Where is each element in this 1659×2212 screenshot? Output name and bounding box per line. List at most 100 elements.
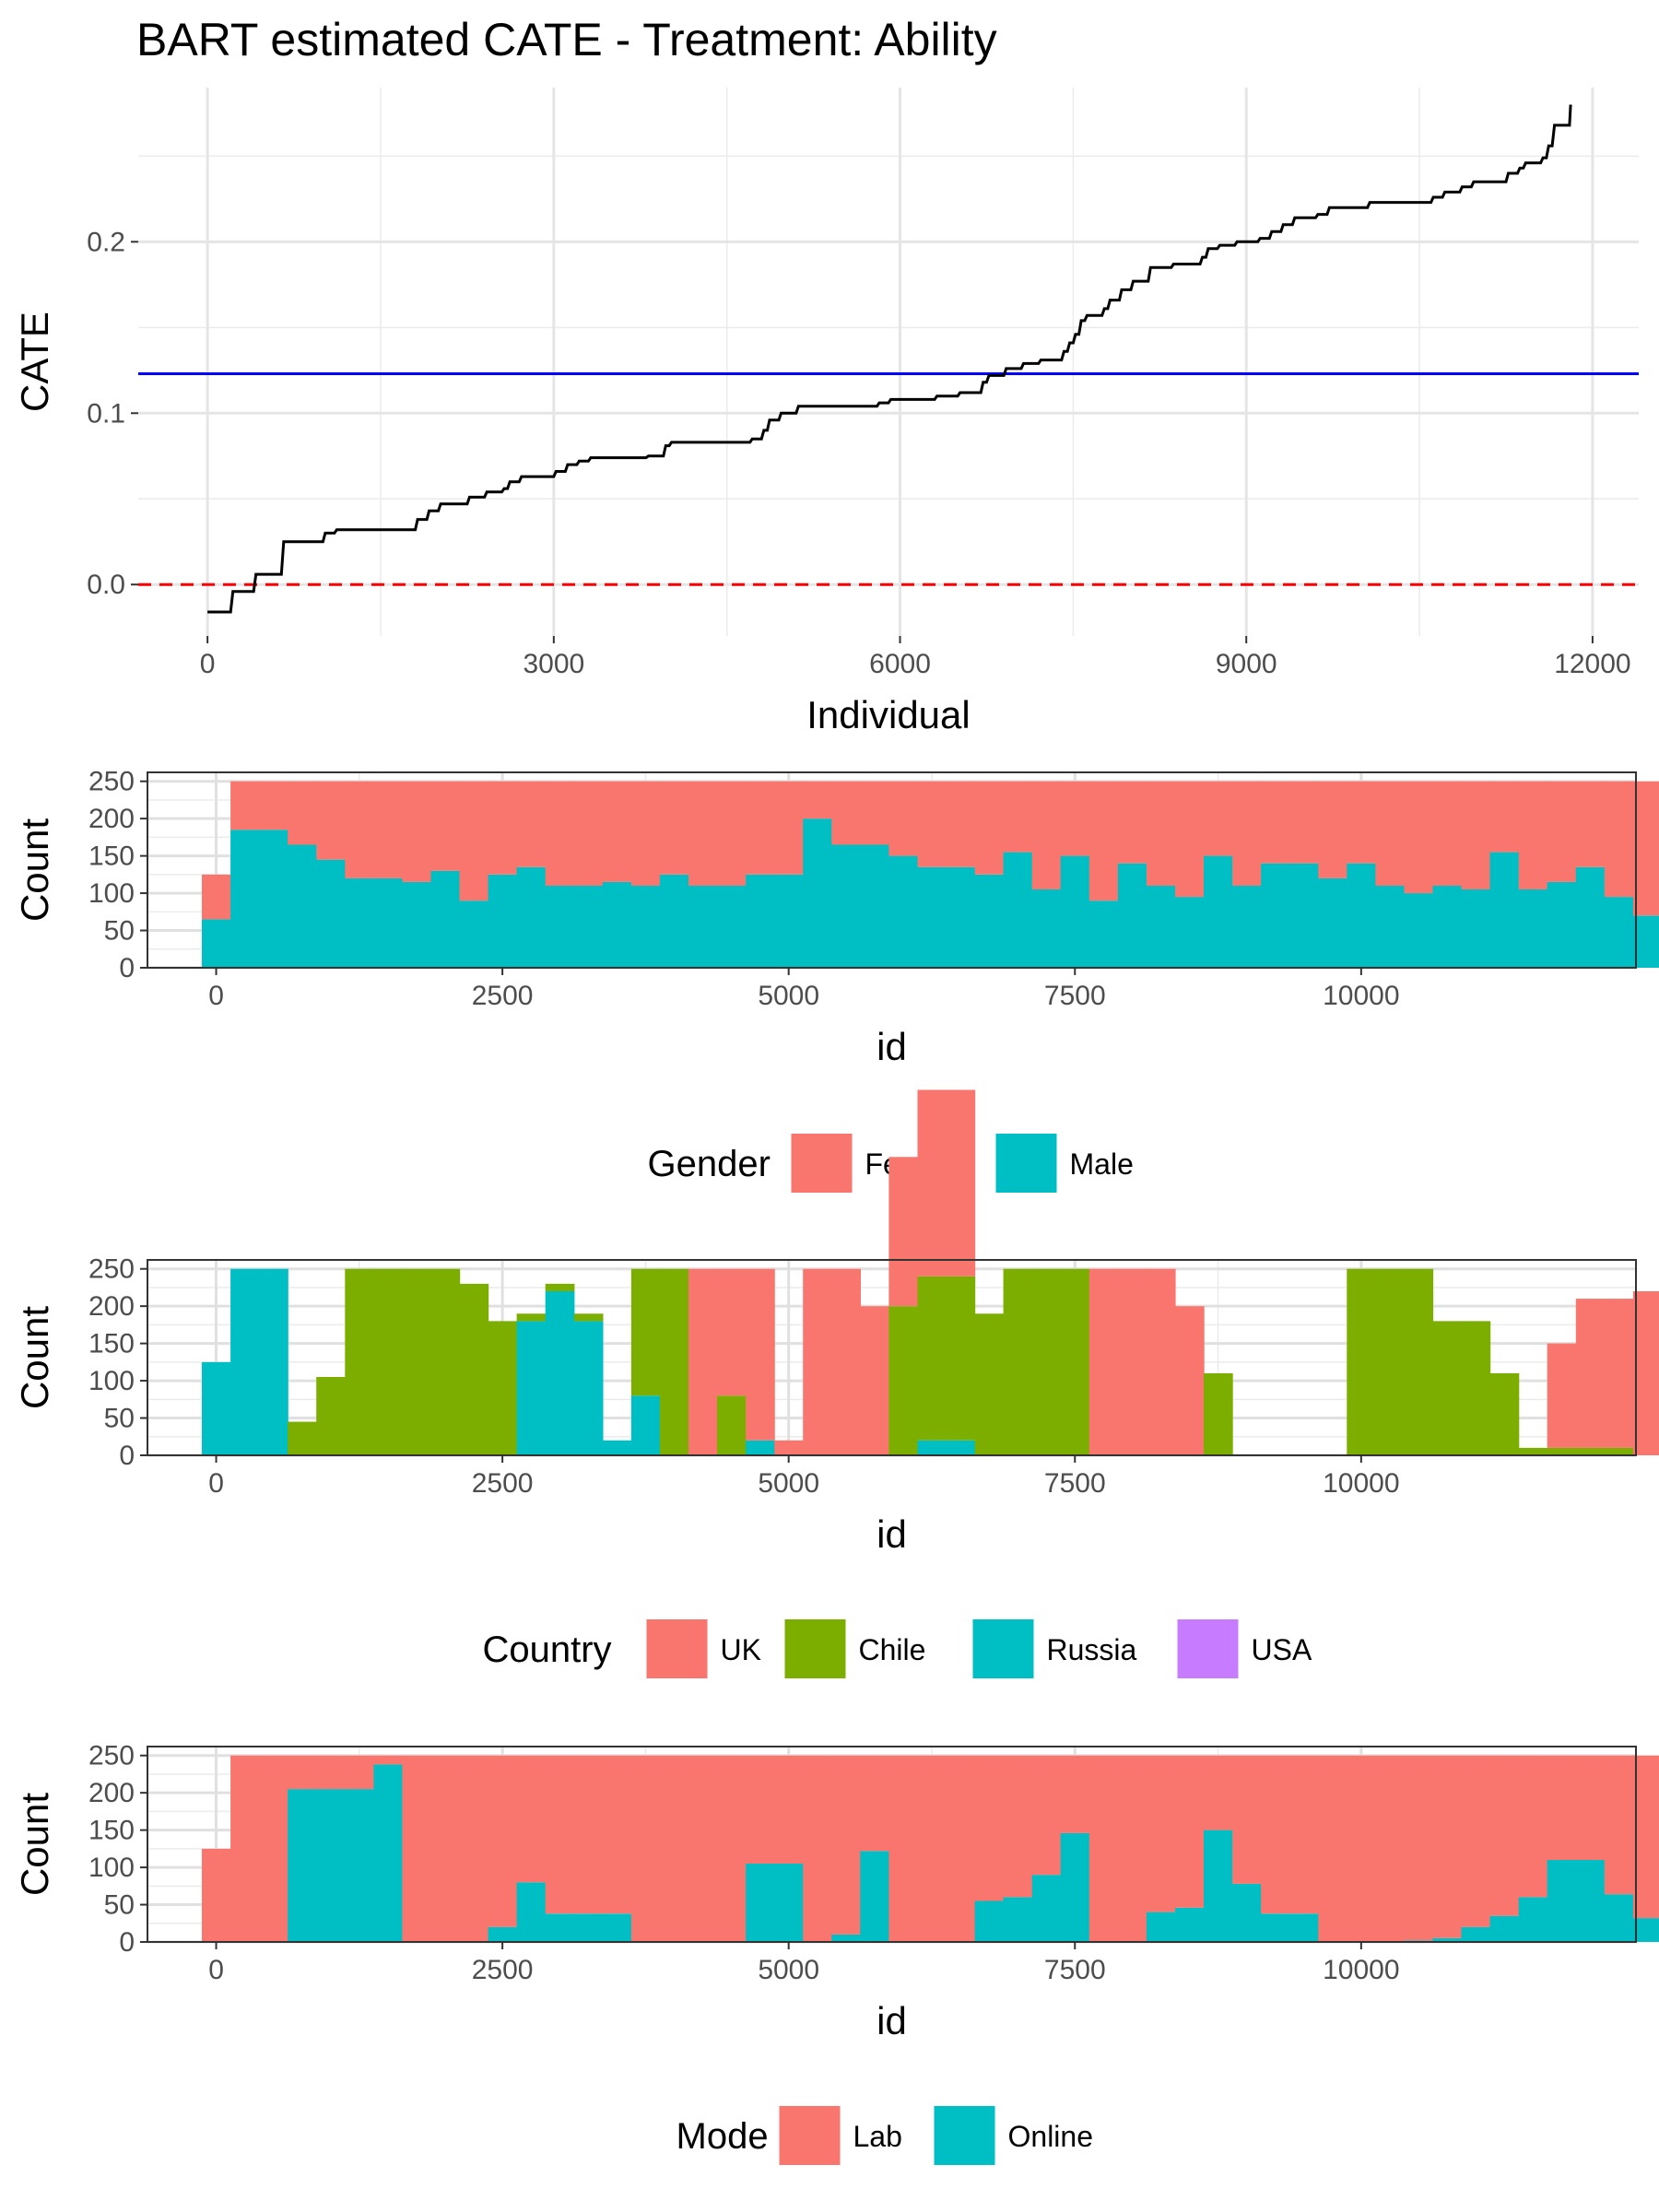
histogram-bar-male <box>430 870 461 968</box>
y-tick-label: 150 <box>88 1329 135 1359</box>
histogram-bar-lab <box>602 1755 632 1914</box>
histogram-bar-female <box>1604 781 1634 898</box>
histogram-bar-uk <box>1632 1291 1659 1455</box>
x-tick-label: 7500 <box>1044 1955 1106 1985</box>
histogram-bar-uk <box>917 1089 947 1277</box>
histogram-bar-lab <box>1604 1755 1634 1895</box>
histogram-bar-uk <box>860 1306 889 1455</box>
histogram-bar-uk <box>831 1268 861 1455</box>
histogram-bar-female <box>1547 781 1577 882</box>
histogram-bar-lab <box>1232 1755 1262 1884</box>
histogram-bar-online <box>316 1789 346 1942</box>
histogram-bar-female <box>1375 781 1406 886</box>
histogram-bar-male <box>803 818 832 968</box>
histogram-bar-male <box>974 874 1005 968</box>
histogram-bar-male <box>746 874 775 968</box>
histogram-bar-female <box>946 781 976 867</box>
legend-key-usa <box>1177 1619 1239 1678</box>
histogram-bar-lab <box>1318 1755 1347 1942</box>
histogram-bar-russia <box>630 1395 661 1455</box>
histogram-bar-online <box>373 1764 404 1942</box>
y-tick-label: 200 <box>88 1778 135 1808</box>
legend-key-lab <box>779 2106 841 2165</box>
y-tick-label: 0 <box>119 1441 135 1471</box>
histogram-bar-female <box>230 781 260 830</box>
histogram-bar-lab <box>860 1755 889 1852</box>
histogram-bar-female <box>974 781 1005 875</box>
histogram-bar-uk <box>1575 1299 1606 1448</box>
chart-title: BART estimated CATE - Treatment: Ability <box>136 14 997 65</box>
histogram-bar-chile <box>488 1321 518 1455</box>
histogram-bar-online <box>602 1913 632 1942</box>
histogram-bar-male <box>1461 889 1491 968</box>
histogram-bar-female <box>746 781 775 875</box>
legend-label-lab: Lab <box>853 2120 902 2153</box>
histogram-bar-female <box>1031 781 1062 889</box>
x-axis-title: id <box>877 1025 907 1068</box>
histogram-bar-uk <box>717 1268 747 1396</box>
panel-border <box>147 1746 1637 1943</box>
y-tick-label: 0 <box>119 1927 135 1958</box>
histogram-bar-female <box>1146 781 1176 886</box>
histogram-bar-lab <box>803 1755 832 1942</box>
histogram-bar-male <box>373 877 404 968</box>
histogram-bar-female <box>1632 781 1659 916</box>
histogram-bar-lab <box>1088 1755 1119 1942</box>
legend-key-male <box>995 1134 1057 1193</box>
histogram-bar-chile <box>373 1268 404 1455</box>
histogram-bar-chile <box>630 1268 661 1396</box>
histogram-bar-chile <box>1432 1321 1463 1455</box>
histogram-bar-russia <box>602 1440 632 1455</box>
legend-label-male: Male <box>1070 1147 1134 1181</box>
histogram-bar-lab <box>1404 1755 1434 1941</box>
histogram-bar-chile <box>917 1276 947 1441</box>
histogram-bar-female <box>1518 781 1548 889</box>
histogram-bar-online <box>860 1851 889 1942</box>
histogram-bar-female <box>402 781 432 882</box>
histogram-bar-female <box>1489 781 1520 853</box>
histogram-bar-lab <box>459 1755 489 1942</box>
histogram-bar-male <box>888 855 919 968</box>
histogram-bar-female <box>1461 781 1491 889</box>
histogram-bar-online <box>1232 1883 1262 1942</box>
histogram-bar-lab <box>1261 1755 1290 1914</box>
histogram-bar-online <box>488 1926 518 1942</box>
y-tick-label: 0.0 <box>87 570 125 600</box>
histogram-bar-online <box>1003 1897 1033 1942</box>
histogram-bar-male <box>1204 855 1233 968</box>
histogram-bar-chile <box>974 1313 1005 1455</box>
histogram-bar-lab <box>630 1755 661 1942</box>
y-tick-label: 0.1 <box>87 398 125 429</box>
country-panel: 0 2500 5000 7500 10000 0 50 100 150 200 250 id Count… <box>13 1089 1659 1678</box>
x-axis-title: id <box>877 1999 907 2042</box>
histogram-bar-chile <box>1375 1268 1406 1455</box>
x-tick-label: 0 <box>200 649 216 679</box>
histogram-bar-online <box>288 1789 317 1942</box>
y-tick-label: 100 <box>88 1853 135 1883</box>
histogram-bar-uk <box>746 1268 775 1441</box>
histogram-bar-lab <box>402 1755 432 1942</box>
histogram-bar-chile <box>288 1421 317 1455</box>
x-tick-label: 12000 <box>1554 649 1630 679</box>
histogram-bar-chile <box>1604 1447 1634 1455</box>
histogram-bar-male <box>230 830 260 968</box>
histogram-bar-female <box>602 781 632 882</box>
histogram-bar-lab <box>1632 1755 1659 1919</box>
cate-panel: BART estimated CATE - Treatment: Ability… <box>13 14 1639 736</box>
histogram-bar-lab <box>1146 1755 1176 1912</box>
histogram-bar-online <box>545 1913 575 1942</box>
histogram-bar-chile <box>1060 1268 1090 1455</box>
cate-series-line <box>207 104 1572 614</box>
histogram-bar-female <box>373 781 404 878</box>
histogram-bar-male <box>288 844 317 968</box>
histogram-bar-online <box>746 1864 775 1942</box>
y-axis-title: Count <box>13 1793 56 1896</box>
histogram-bar-lab <box>917 1755 947 1942</box>
x-tick-label: 0 <box>208 1955 224 1985</box>
histogram-bar-chile <box>1347 1268 1376 1455</box>
histogram-bar-chile <box>402 1268 432 1455</box>
histogram-bar-uk <box>688 1268 718 1455</box>
x-tick-label: 10000 <box>1323 981 1399 1011</box>
histogram-bar-male <box>1318 877 1347 968</box>
histogram-bar-lab <box>573 1755 604 1914</box>
